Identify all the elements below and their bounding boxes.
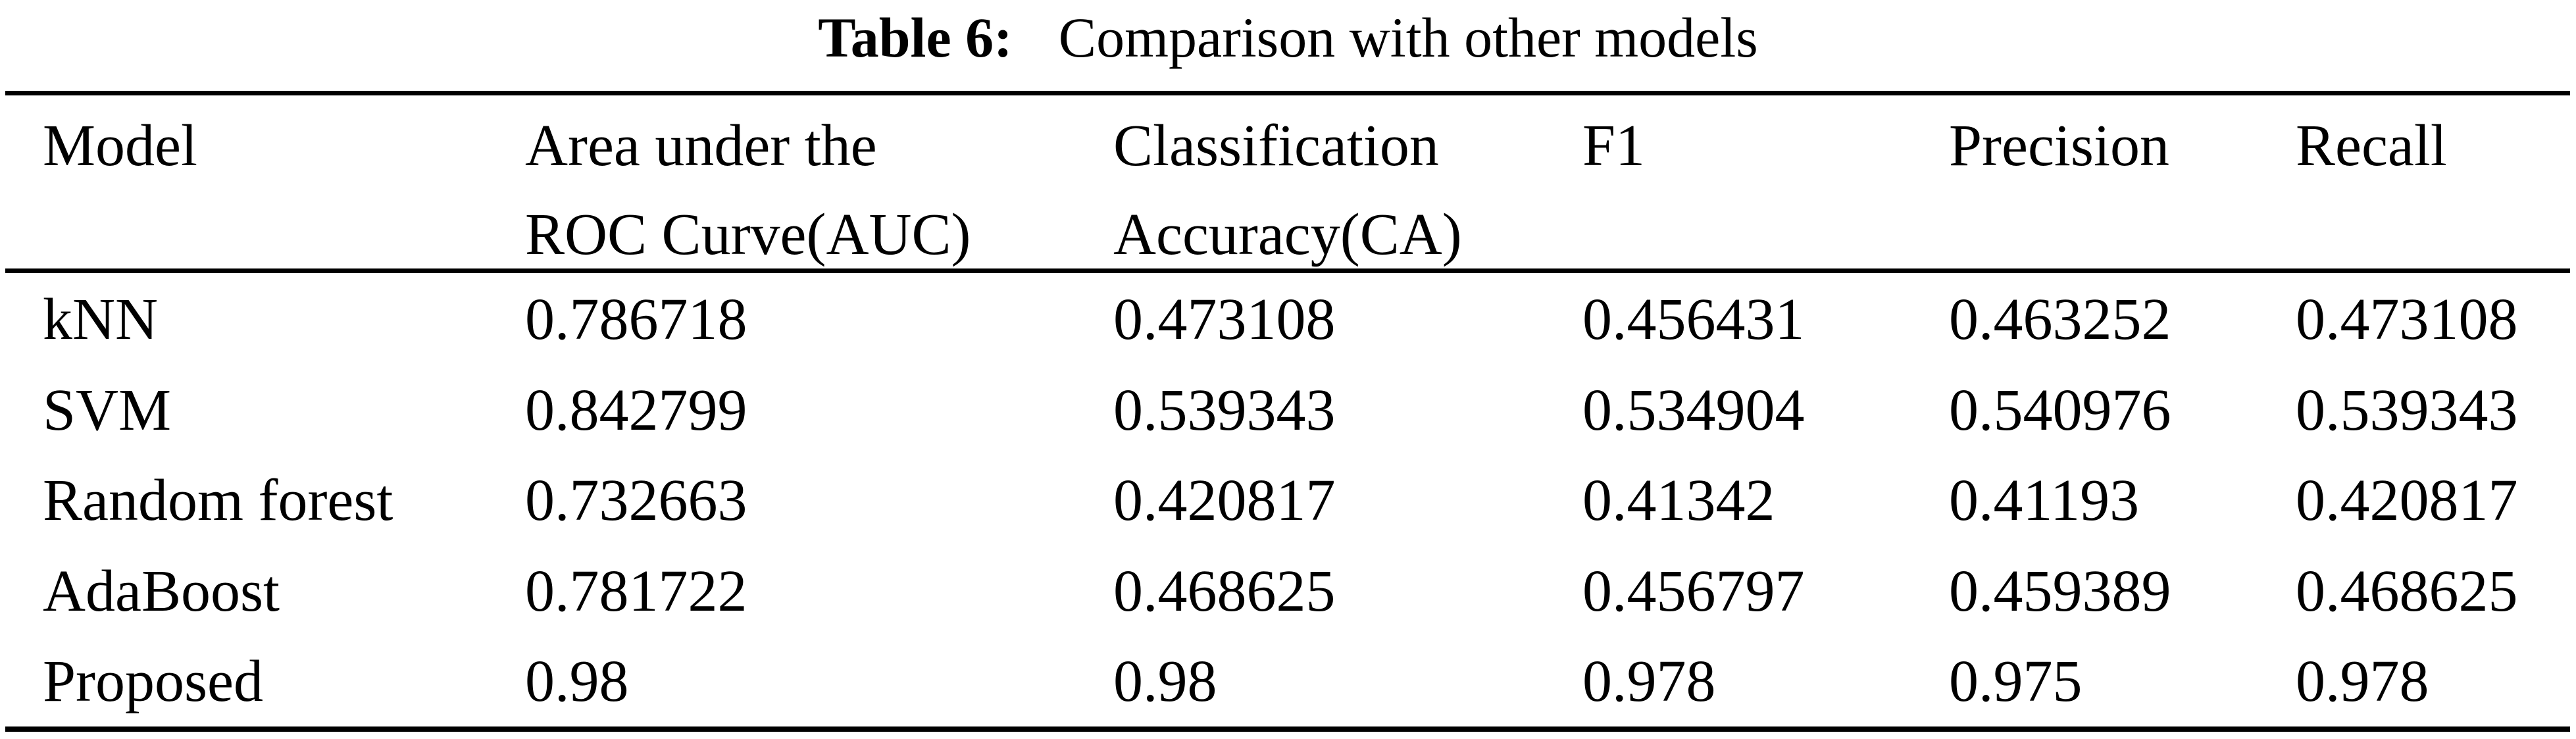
column-header-precision: Precision	[1949, 101, 2296, 279]
cell-model: kNN	[43, 287, 158, 352]
cell-auc: 0.732663	[525, 468, 747, 534]
cell-ca: 0.98	[1113, 649, 1217, 715]
cell-recall: 0.539343	[2296, 377, 2518, 443]
column-header-model-label: Model	[43, 113, 197, 178]
column-header-auc-line2: ROC Curve(AUC)	[525, 202, 971, 267]
cell-model: SVM	[43, 377, 172, 443]
cell-precision: 0.459389	[1949, 558, 2171, 624]
column-header-recall: Recall	[2296, 101, 2576, 279]
cell-recall: 0.420817	[2296, 468, 2518, 534]
cell-ca: 0.473108	[1113, 287, 1336, 352]
table-caption: Table 6: Comparison with other models	[0, 0, 2576, 76]
column-header-f1: F1	[1582, 101, 1949, 279]
cell-f1: 0.534904	[1582, 377, 1805, 443]
cell-auc: 0.786718	[525, 287, 747, 352]
cell-f1: 0.456431	[1582, 287, 1805, 352]
table-body: kNN 0.786718 0.473108 0.456431 0.463252 …	[0, 274, 2576, 727]
column-header-ca: Classification Accuracy(CA)	[1113, 101, 1582, 279]
cell-ca: 0.420817	[1113, 468, 1336, 534]
cell-recall: 0.978	[2296, 649, 2429, 715]
column-header-auc-line1: Area under the	[525, 113, 877, 178]
cell-f1: 0.978	[1582, 649, 1716, 715]
column-header-f1-label: F1	[1582, 113, 1646, 178]
cell-ca: 0.539343	[1113, 377, 1336, 443]
table-caption-text: Comparison with other models	[1058, 6, 1758, 69]
cell-precision: 0.540976	[1949, 377, 2171, 443]
column-header-ca-line1: Classification	[1113, 113, 1439, 178]
cell-auc: 0.842799	[525, 377, 747, 443]
cell-recall: 0.473108	[2296, 287, 2518, 352]
table-bottom-rule	[5, 726, 2570, 732]
cell-ca: 0.468625	[1113, 558, 1336, 624]
table-header-rule	[5, 268, 2570, 273]
cell-model: AdaBoost	[43, 558, 280, 624]
cell-auc: 0.781722	[525, 558, 747, 624]
cell-recall: 0.468625	[2296, 558, 2518, 624]
table-header-row: Model Area under the ROC Curve(AUC) Clas…	[0, 101, 2576, 279]
cell-precision: 0.975	[1949, 649, 2083, 715]
cell-auc: 0.98	[525, 649, 629, 715]
cell-model: Proposed	[43, 649, 263, 715]
table-caption-label: Table 6:	[818, 6, 1013, 69]
column-header-auc: Area under the ROC Curve(AUC)	[525, 101, 1113, 279]
column-header-precision-label: Precision	[1949, 113, 2169, 178]
cell-precision: 0.41193	[1949, 468, 2140, 534]
cell-model: Random forest	[43, 468, 393, 534]
cell-f1: 0.41342	[1582, 468, 1775, 534]
column-header-recall-label: Recall	[2296, 113, 2447, 178]
column-header-ca-line2: Accuracy(CA)	[1113, 202, 1462, 267]
column-header-model: Model	[0, 101, 525, 279]
cell-precision: 0.463252	[1949, 287, 2171, 352]
cell-f1: 0.456797	[1582, 558, 1805, 624]
table-top-rule	[5, 91, 2570, 95]
